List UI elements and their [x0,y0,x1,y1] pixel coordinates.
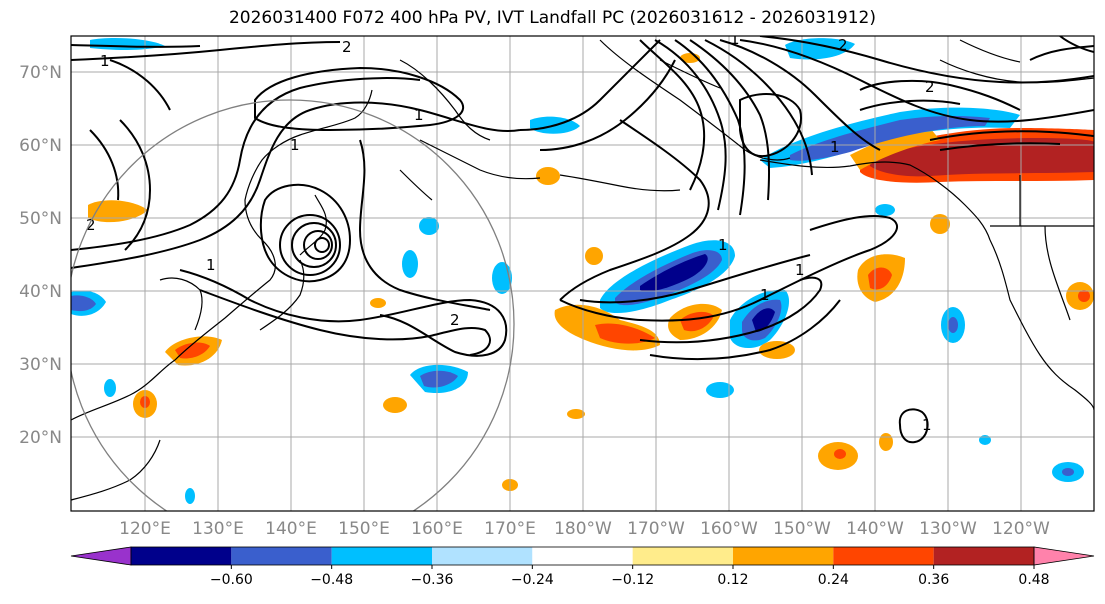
map-title: 2026031400 F072 400 hPa PV, IVT Landfall… [228,8,876,28]
colorbar-box [131,547,232,565]
map-frame [70,35,1095,512]
lon-label: 140°E [265,519,317,539]
lat-label: 30°N [19,355,62,375]
colorbar-box [231,547,332,565]
pc-shading [71,38,1094,504]
contour-labels: 2 1 2 1 1 2 1 1 1 1 1 1 2 1 2 [86,30,935,434]
lon-label: 170°W [627,519,685,539]
landfall-circle [71,99,515,511]
colorbar: −0.60 −0.48 −0.36 −0.24 −0.12 0.12 0.24 0.36 0.4… [70,546,1095,588]
graticule [71,36,1094,511]
colorbar-extend-high [1033,546,1095,566]
lon-label: 130°W [919,519,977,539]
contour-label: 2 [342,38,352,56]
colorbar-tick-label: −0.60 [210,572,253,588]
colorbar-tick-label: −0.12 [611,572,654,588]
lat-label: 50°N [19,209,62,229]
contour-label: 1 [290,136,300,154]
contour-label: 1 [730,30,740,48]
colorbar-tick-label: 0.12 [717,572,748,588]
contour-label: 1 [760,286,770,304]
lon-label: 120°W [992,519,1050,539]
colorbar-tick-label: 0.24 [818,572,849,588]
colorbar-extend-low [70,546,132,566]
contour-label: 1 [414,106,424,124]
pv-contours [71,36,1094,444]
contour-label: 1 [795,261,805,279]
lon-label: 170°E [484,519,536,539]
lat-label: 60°N [19,136,62,156]
colorbar-box [833,547,934,565]
colorbar-tick-label: −0.36 [411,572,454,588]
lat-label: 70°N [19,63,62,83]
colorbar-box [432,547,533,565]
colorbar-frame [130,546,1035,566]
longitude-labels: 120°E 130°E 140°E 150°E 160°E 170°E 180°… [119,519,1050,539]
lon-label: 130°E [192,519,244,539]
lat-label: 40°N [19,282,62,302]
map-panel: 2 1 2 1 1 2 1 1 1 1 1 1 2 1 2 [71,30,1094,511]
colorbar-box [532,547,633,565]
contour-label: 2 [838,36,848,54]
colorbar-tick-label: 0.36 [918,572,949,588]
lon-label: 160°E [411,519,463,539]
colorbar-box [632,547,733,565]
lon-label: 140°W [846,519,904,539]
contour-label: 2 [450,311,460,329]
lat-label: 20°N [19,428,62,448]
latitude-labels: 70°N 60°N 50°N 40°N 30°N 20°N [19,63,62,448]
lon-label: 120°E [119,519,171,539]
colorbar-box [331,547,432,565]
lon-label: 150°W [773,519,831,539]
colorbar-tick-label: −0.24 [511,572,554,588]
contour-label: 2 [86,216,96,234]
contour-label: 1 [718,236,728,254]
contour-label: 1 [830,138,840,156]
lon-label: 150°E [338,519,390,539]
contour-label: 2 [925,78,935,96]
colorbar-tick-label: 0.48 [1018,572,1049,588]
lon-label: 160°W [700,519,758,539]
colorbar-box [733,547,834,565]
colorbar-tick-label: −0.48 [310,572,353,588]
contour-label: 1 [922,416,932,434]
contour-label: 1 [206,256,216,274]
contour-label: 1 [100,52,110,70]
colorbar-box [933,547,1034,565]
lon-label: 180°W [554,519,612,539]
